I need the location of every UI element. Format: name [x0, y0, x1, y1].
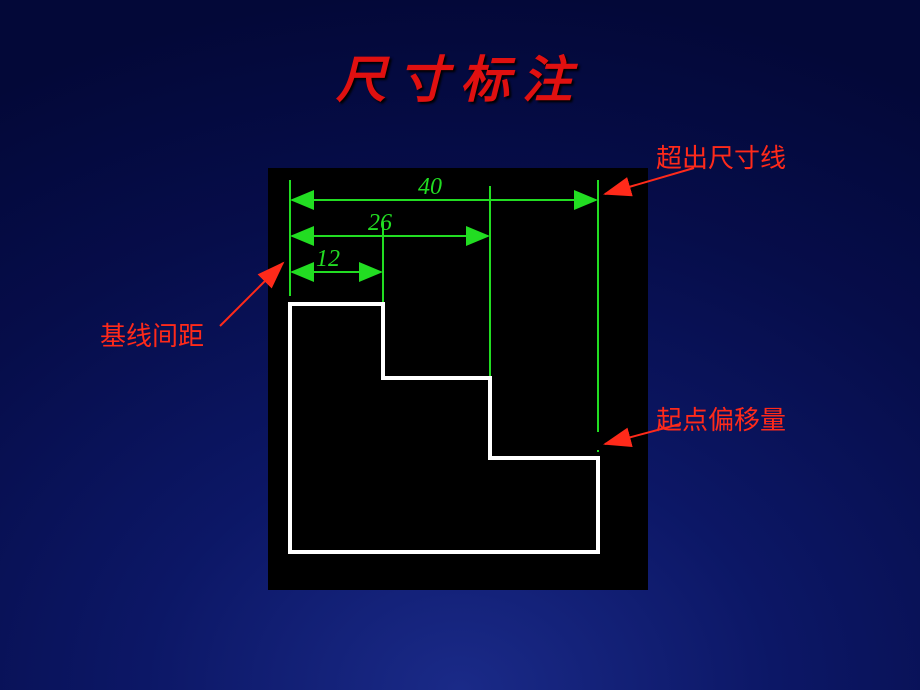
callout-origin-offset: 起点偏移量 [656, 400, 786, 437]
dim-40-value: 40 [418, 174, 442, 200]
callout-baseline-leader [220, 263, 283, 326]
stepped-shape [290, 304, 598, 552]
dim-26-value: 26 [368, 210, 392, 236]
callout-extend-beyond: 超出尺寸线 [656, 138, 786, 175]
dim-12-value: 12 [316, 246, 340, 272]
extension-lines [290, 180, 598, 452]
callout-baseline-spacing: 基线间距 [100, 316, 204, 353]
